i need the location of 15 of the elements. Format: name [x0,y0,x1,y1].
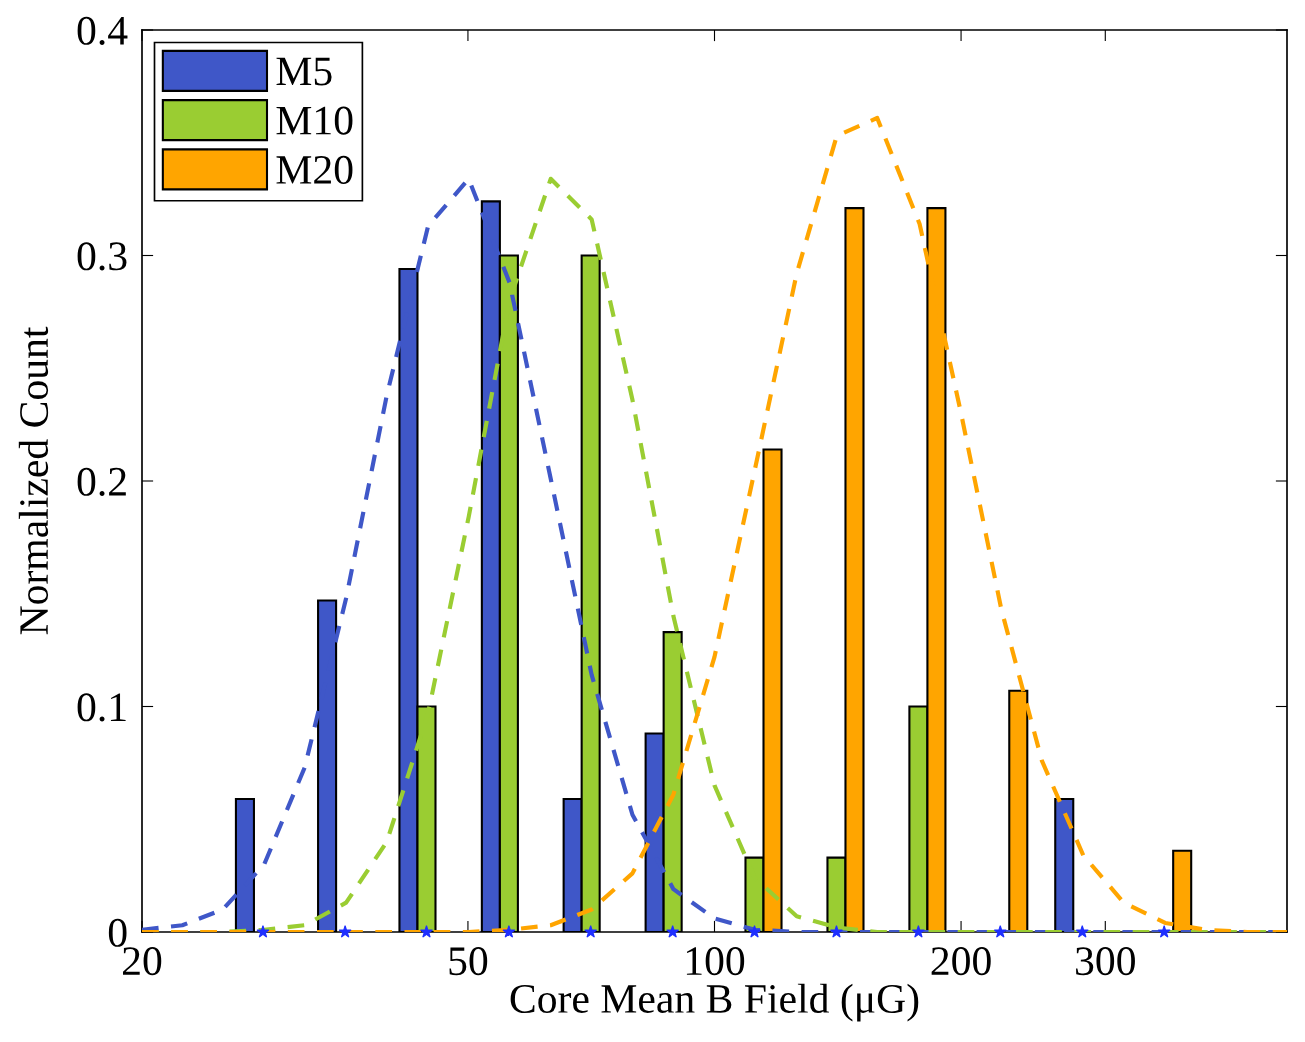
legend-label: M20 [276,155,353,184]
x-tick-label: 300 [1076,947,1135,976]
y-tick-label: 0.1 [77,693,126,722]
x-tick-label: 50 [449,947,488,976]
y-axis-title: Normalized Count [18,326,49,635]
x-tick-label: 100 [686,947,745,976]
y-tick-label: 0.3 [77,242,127,271]
legend-label: M5 [276,57,332,86]
legend-label: M10 [276,106,353,135]
y-tick-label: 0 [108,918,127,947]
y-tick-label: 0.4 [77,16,128,46]
y-tick-label: 0.2 [77,467,126,497]
x-tick-label: 20 [123,947,162,976]
x-tick-label: 200 [931,947,991,976]
x-axis-title: Core Mean B Field (μG) [510,983,919,1022]
